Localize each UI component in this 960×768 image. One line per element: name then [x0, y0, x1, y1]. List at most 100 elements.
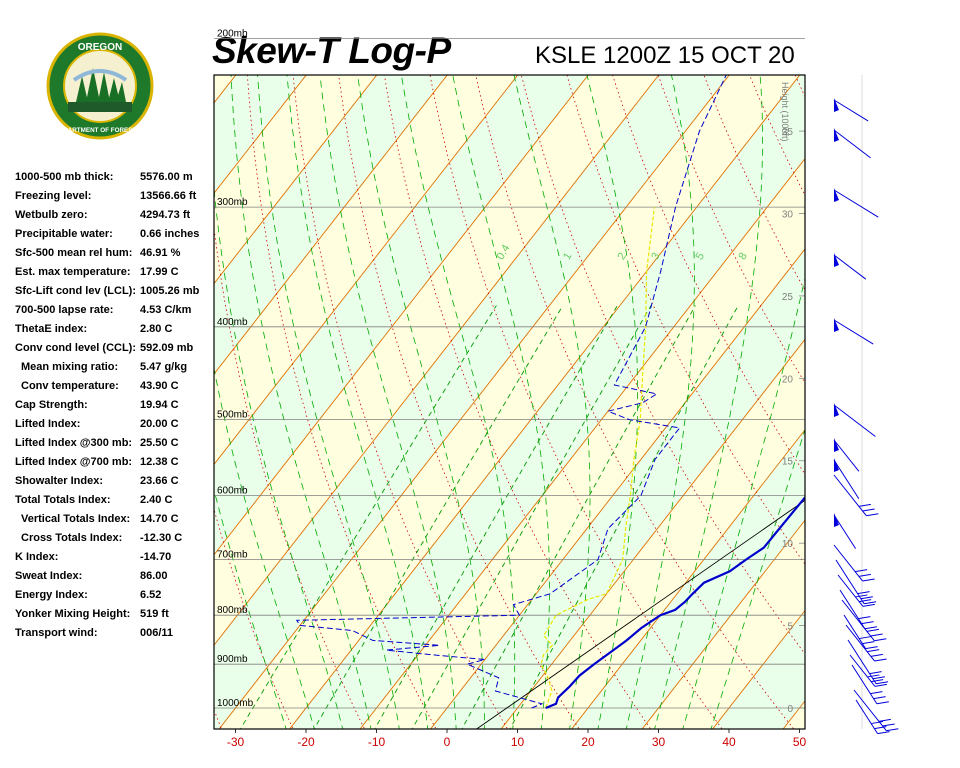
wind-barb-flag: [834, 403, 839, 417]
isobars: 0.4 1 2 3 5 8200mb300mb400mb500mb600mb700mb80…: [214, 28, 805, 709]
wind-barb: [841, 599, 875, 642]
sounding-profiles: [295, 75, 805, 729]
temperature-band: [0, 70, 99, 734]
wind-barb-feather: [858, 503, 871, 507]
dry-adiabat-line: [429, 75, 723, 729]
dry-adiabats: [214, 0, 960, 732]
wind-barb: [855, 699, 879, 734]
index-value: 19.94 C: [140, 399, 179, 411]
isobar-label: 700mb: [217, 550, 248, 561]
isotherm-line: [214, 75, 589, 556]
index-label: Freezing level:: [15, 190, 92, 202]
isotherm-line: [214, 75, 307, 194]
wind-barb: [833, 99, 869, 122]
index-row: Vertical Totals Index: 14.70 C: [15, 510, 211, 529]
index-row: Transport wind: 006/11: [15, 624, 211, 643]
height-tick-label: 20: [782, 374, 794, 385]
index-value: 23.66 C: [140, 475, 179, 487]
temperature-band: [214, 75, 236, 103]
index-label: 1000-500 mb thick:: [15, 171, 114, 183]
wind-barb-feather: [858, 616, 871, 620]
index-label: Transport wind:: [15, 627, 98, 639]
dry-adiabat-line: [826, 0, 960, 732]
index-row: Lifted Index: 20.00 C: [15, 415, 211, 434]
index-value: 2.80 C: [140, 323, 173, 335]
wind-barb-feather: [862, 641, 875, 645]
isotherm-line: [641, 519, 805, 729]
mixing-ratio-line: [461, 305, 696, 729]
wind-barb-feather: [874, 658, 887, 662]
temperature-band: [0, 70, 169, 734]
height-tick-label: 0: [787, 704, 793, 715]
index-row: 1000-500 mb thick: 5576.00 m: [15, 168, 211, 187]
index-value: 12.38 C: [140, 456, 179, 468]
mixing-ratio-label: 8: [737, 251, 750, 262]
isotherm-line: [0, 70, 169, 734]
wind-barb-flag: [834, 98, 839, 112]
isotherm-line: [214, 75, 237, 104]
moist-adiabat-line: [513, 75, 591, 729]
dry-adiabat-line: [247, 75, 437, 729]
isotherm-line: [214, 75, 519, 466]
wind-barb: [845, 624, 875, 662]
index-label: Yonker Mixing Height:: [15, 608, 131, 620]
index-row: Sfc-Lift cond lev (LCL): 1005.26 mb: [15, 282, 211, 301]
index-row: Freezing level: 13566.66 ft: [15, 187, 211, 206]
isobar-label: 800mb: [217, 605, 248, 616]
wind-barb-feather: [876, 701, 889, 705]
temperature-band: [850, 70, 960, 734]
temperature-tick-label: 20: [581, 735, 595, 749]
index-label: 700-500 lapse rate:: [15, 304, 114, 316]
station-time-subtitle: KSLE 1200Z 15 OCT 20: [535, 42, 795, 69]
isotherm-line: [289, 75, 801, 729]
oregon-department-of-forestry-logo: OREGON DEPARTMENT OF FORESTRY: [46, 32, 154, 140]
wind-barbs: [833, 75, 899, 735]
index-row: Yonker Mixing Height: 519 ft: [15, 605, 211, 624]
isotherms: [0, 70, 960, 734]
wind-barb-feather: [870, 653, 883, 657]
wind-barb: [833, 189, 879, 218]
mixing-ratio-line: [509, 305, 739, 729]
height-axis-label: Height (1000ft): [780, 82, 790, 142]
dry-adiabat-line: [897, 0, 960, 732]
wind-barb-feather: [857, 591, 870, 595]
isobar-label: 400mb: [217, 317, 248, 328]
index-value: 6.52: [140, 589, 162, 601]
index-label: Vertical Totals Index:: [21, 513, 131, 525]
mixing-ratio-line: [313, 305, 564, 729]
index-value: 14.70 C: [140, 513, 179, 525]
wind-barb: [833, 129, 871, 159]
wind-barb-flag: [834, 513, 839, 527]
index-value: 519 ft: [140, 608, 169, 620]
index-label: Precipitable water:: [15, 228, 113, 240]
index-value: 2.40 C: [140, 494, 173, 506]
wind-barb-flag: [834, 318, 839, 332]
temperature-tick-label: -20: [297, 735, 315, 749]
mixing-ratio-lines: [239, 305, 739, 729]
moist-adiabat-line: [214, 488, 287, 729]
wind-barb-flag: [834, 128, 839, 142]
wind-barb-feather: [872, 676, 885, 680]
temperature-tick-label: -10: [368, 735, 386, 749]
wind-barb-feather: [855, 569, 868, 573]
index-row: K Index: -14.70: [15, 548, 211, 567]
index-row: Lifted Index @300 mb: 25.50 C: [15, 434, 211, 453]
wind-barb-feather: [874, 726, 887, 730]
wind-barb-flag: [834, 458, 839, 472]
wind-barb-feather: [867, 674, 880, 678]
dry-adiabat-line: [383, 75, 652, 729]
wind-barb-feather: [861, 621, 874, 625]
isobar-label: 1000mb: [217, 698, 254, 709]
index-label: Cross Totals Index:: [21, 532, 123, 544]
isotherm-line: [0, 70, 28, 734]
isotherm-line: [920, 70, 960, 734]
wind-barb-flag: [834, 438, 839, 452]
wind-barb-feather: [859, 599, 872, 603]
isotherm-line: [359, 157, 805, 729]
index-row: Energy Index: 6.52: [15, 586, 211, 605]
temperature-trace: [545, 495, 805, 710]
dry-adiabat-line: [791, 0, 960, 732]
index-label: Mean mixing ratio:: [21, 361, 119, 373]
wind-barb: [833, 319, 874, 345]
height-tick-label: 30: [782, 209, 794, 220]
